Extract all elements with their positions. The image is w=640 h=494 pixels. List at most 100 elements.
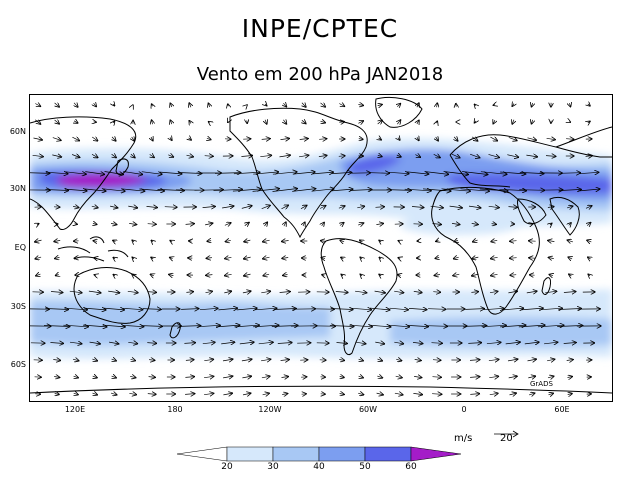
wind-vector-arrow — [72, 359, 79, 361]
wind-vector-arrow — [462, 171, 488, 175]
jet-shading-50-nh-c — [348, 155, 402, 174]
wind-vector-arrow — [417, 137, 419, 140]
new-zealand-coast — [169, 322, 181, 339]
wind-vector-arrow — [433, 292, 440, 293]
wind-vector-arrow — [451, 154, 460, 158]
colorbar-segment-20-30 — [226, 446, 274, 462]
tropical-shading — [400, 215, 520, 235]
wind-vector-arrow — [225, 257, 232, 258]
lat-label-60s: 60S — [10, 360, 26, 369]
wind-vector-arrow — [569, 122, 570, 123]
wind-vector-arrow — [71, 155, 80, 158]
wind-vector-arrow — [454, 240, 458, 242]
wind-vector-arrow — [512, 104, 514, 107]
colorbar — [176, 446, 462, 462]
wind-vector-arrow — [151, 240, 153, 242]
wind-vector-arrow — [349, 325, 373, 327]
wind-vector-arrow — [470, 394, 479, 395]
wind-vector-arrow — [431, 343, 443, 344]
wind-vector-arrow — [147, 394, 156, 395]
south-america-coast — [320, 238, 398, 356]
wind-vector-arrow — [37, 224, 39, 225]
wind-vector-arrow — [359, 139, 363, 140]
wind-vector-arrow — [397, 103, 400, 106]
lon-label-60e: 60E — [554, 405, 570, 414]
wind-vector-arrow — [388, 325, 409, 327]
wind-vector-arrow — [468, 206, 481, 208]
wind-vector-arrow — [375, 207, 385, 208]
wind-vector-arrow — [93, 224, 97, 225]
wind-vector-arrow — [490, 137, 497, 141]
lon-label-120e: 120E — [64, 405, 86, 414]
wind-vector-arrow — [510, 275, 517, 276]
wind-vector-arrow — [222, 206, 234, 208]
wind-vector-arrow — [470, 377, 480, 378]
wind-vector-arrow — [567, 240, 574, 242]
wind-vector-arrow — [239, 342, 254, 344]
wind-vector-arrow — [252, 325, 279, 327]
lon-label-120w: 120W — [258, 405, 282, 414]
wind-vector-arrow — [341, 274, 343, 276]
wind-vector-arrow — [82, 325, 107, 327]
wind-vector-arrow — [417, 103, 419, 107]
wind-vector-arrow — [341, 257, 344, 259]
wind-vector-arrow — [471, 137, 478, 141]
wind-vector-arrow — [185, 394, 195, 395]
wind-vector-arrow — [449, 206, 463, 208]
wind-vector-arrow — [112, 137, 116, 141]
wind-vector-arrow — [321, 258, 325, 259]
wind-vector-arrow — [112, 154, 117, 158]
wind-vector-arrow — [379, 274, 381, 276]
wind-vector-arrow — [329, 326, 354, 327]
wind-vector-arrow — [152, 120, 153, 124]
wind-vector-arrow — [280, 360, 290, 361]
wind-vector-arrow — [113, 121, 114, 123]
wind-vector-arrow — [505, 342, 521, 344]
wind-vector-arrow — [375, 342, 384, 344]
wind-vector-arrow — [258, 342, 274, 344]
wind-vector-arrow — [545, 291, 557, 293]
wind-vector-arrow — [74, 103, 78, 107]
wind-vector-arrow — [279, 155, 291, 157]
wind-vector-arrow — [223, 393, 232, 395]
wind-vector-arrow — [339, 360, 344, 361]
wind-vector-arrow — [64, 308, 88, 310]
wind-vector-arrow — [500, 172, 526, 174]
wind-vector-arrow — [199, 308, 218, 309]
wind-vector-arrow — [426, 326, 447, 327]
wind-vector-arrow — [168, 155, 173, 157]
wind-vector-arrow — [508, 376, 518, 378]
grads-watermark: GrADS — [530, 380, 553, 388]
wind-vector-arrow — [508, 207, 518, 208]
wind-vector-arrow — [566, 360, 574, 361]
wind-vector-arrow — [35, 257, 42, 259]
wind-vector-arrow — [261, 205, 271, 208]
wind-vector-arrow — [213, 189, 243, 190]
wind-vector-arrow — [526, 291, 537, 293]
wind-vector-arrow — [74, 393, 79, 395]
wind-vector-arrow — [261, 139, 271, 140]
wind-vector-arrow — [218, 308, 237, 310]
wind-vector-arrow — [469, 360, 480, 361]
wind-vector-arrow — [330, 189, 353, 191]
wind-vector-arrow — [339, 122, 344, 123]
wind-vector-arrow — [407, 172, 429, 174]
wind-vector-arrow — [417, 120, 419, 124]
wind-vector-arrow — [510, 241, 517, 242]
wind-vector-arrow — [132, 240, 134, 242]
wind-vector-arrow — [507, 155, 518, 158]
wind-vector-arrow — [319, 139, 327, 140]
wind-vector-arrow — [394, 291, 404, 293]
wind-vector-arrow — [489, 393, 498, 394]
wind-vector-arrow — [185, 360, 194, 361]
arabia-coast — [517, 198, 547, 225]
wind-vector-arrow — [360, 274, 362, 276]
wind-vector-arrow — [585, 156, 593, 157]
wind-vector-arrow — [472, 257, 479, 259]
wind-vector-arrow — [93, 241, 97, 242]
wind-vector-arrow — [263, 274, 270, 276]
wind-vector-arrow — [545, 156, 556, 157]
wind-vector-arrow — [265, 120, 267, 124]
wind-vector-arrow — [526, 155, 537, 157]
wind-vector-arrow — [241, 206, 252, 209]
